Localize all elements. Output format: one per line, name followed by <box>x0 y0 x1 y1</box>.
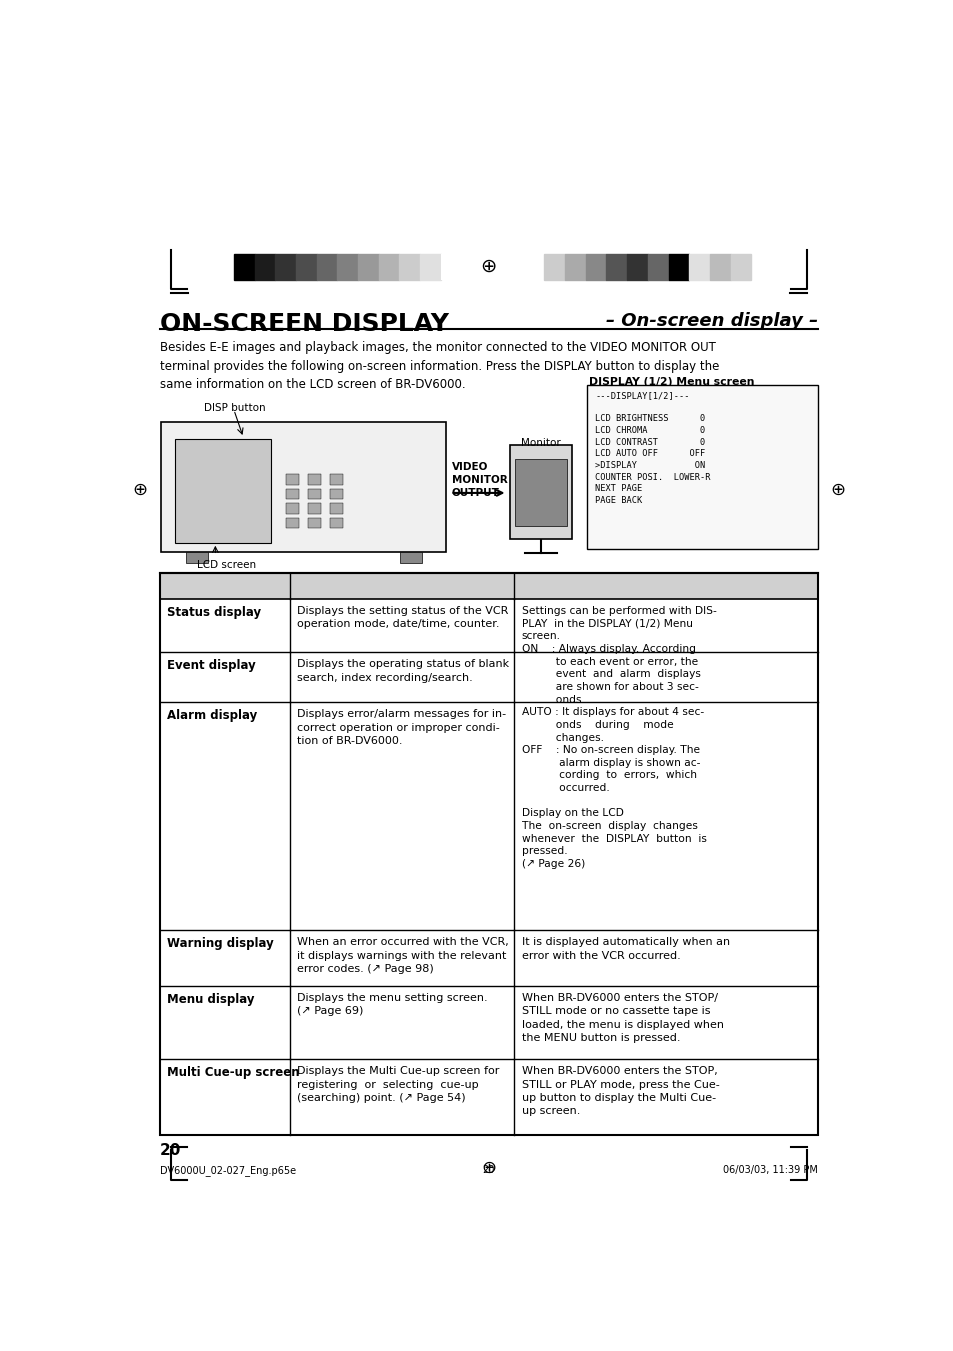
Bar <box>308 504 321 513</box>
Bar <box>647 254 668 280</box>
Bar <box>316 254 337 280</box>
Text: ---DISPLAY[1/2]---

LCD BRIGHTNESS      0
LCD CHROMA          0
LCD CONTRAST    : ---DISPLAY[1/2]--- LCD BRIGHTNESS 0 LCD … <box>595 390 710 505</box>
Bar <box>586 385 817 549</box>
Bar <box>308 517 321 528</box>
Text: Besides E-E images and playback images, the monitor connected to the VIDEO MONIT: Besides E-E images and playback images, … <box>160 340 719 390</box>
Text: Displays the menu setting screen.
(↗ Page 69): Displays the menu setting screen. (↗ Pag… <box>297 993 488 1016</box>
Bar <box>509 444 572 539</box>
Text: Settings can be performed with DIS-
PLAY  in the DISPLAY (1/2) Menu
screen.
ON  : Settings can be performed with DIS- PLAY… <box>521 607 716 869</box>
Text: Event display: Event display <box>167 659 255 673</box>
Text: ⊕: ⊕ <box>132 481 148 499</box>
Text: 20: 20 <box>160 1143 181 1158</box>
Text: Description: Description <box>362 580 441 593</box>
Text: DISPLAY (1/2) Menu screen: DISPLAY (1/2) Menu screen <box>588 377 754 388</box>
Text: DV6000U_02-027_Eng.p65e: DV6000U_02-027_Eng.p65e <box>160 1165 295 1175</box>
Bar <box>161 422 446 553</box>
Text: 20: 20 <box>482 1165 495 1175</box>
Bar <box>330 517 343 528</box>
Bar <box>730 254 751 280</box>
Bar <box>689 254 709 280</box>
Text: On-screen display: On-screen display <box>162 580 288 593</box>
Text: Displays error/alarm messages for in-
correct operation or improper condi-
tion : Displays error/alarm messages for in- co… <box>297 709 506 746</box>
Bar <box>668 254 689 280</box>
Bar <box>330 474 343 485</box>
Text: Warning display: Warning display <box>167 938 274 950</box>
Bar <box>440 254 459 280</box>
Bar <box>337 254 357 280</box>
Text: LCD screen: LCD screen <box>196 559 255 570</box>
Bar <box>285 474 298 485</box>
Text: Status display: Status display <box>167 607 261 619</box>
Text: Displays the setting status of the VCR
operation mode, date/time, counter.: Displays the setting status of the VCR o… <box>297 607 508 630</box>
Bar <box>308 474 321 485</box>
Bar <box>378 254 399 280</box>
Bar <box>160 573 817 1135</box>
Bar <box>330 489 343 499</box>
Bar <box>285 489 298 499</box>
Bar <box>160 573 817 598</box>
Bar <box>254 254 275 280</box>
Bar <box>308 489 321 499</box>
Text: ⊕: ⊕ <box>829 481 844 499</box>
Text: Menu display: Menu display <box>167 993 254 1006</box>
Bar <box>585 254 606 280</box>
Bar <box>419 254 440 280</box>
Bar <box>400 553 422 562</box>
Bar <box>606 254 626 280</box>
Text: Alarm display: Alarm display <box>167 709 257 723</box>
Bar <box>233 254 254 280</box>
Bar <box>174 439 271 543</box>
Text: VIDEO
MONITOR
OUTPUT: VIDEO MONITOR OUTPUT <box>452 462 507 499</box>
Bar <box>357 254 378 280</box>
Text: DISP button: DISP button <box>204 404 266 413</box>
Text: It is displayed automatically when an
error with the VCR occurred.: It is displayed automatically when an er… <box>521 938 729 961</box>
Bar <box>186 553 208 562</box>
Bar <box>285 517 298 528</box>
Text: ON-SCREEN DISPLAY: ON-SCREEN DISPLAY <box>160 312 449 336</box>
Bar <box>399 254 419 280</box>
Text: – On-screen display –: – On-screen display – <box>605 312 817 330</box>
Bar <box>330 504 343 513</box>
Text: Monitor: Monitor <box>520 438 560 447</box>
Bar <box>285 504 298 513</box>
Bar <box>544 254 564 280</box>
Text: When BR-DV6000 enters the STOP/
STILL mode or no cassette tape is
loaded, the me: When BR-DV6000 enters the STOP/ STILL mo… <box>521 993 723 1043</box>
Bar <box>564 254 585 280</box>
Bar <box>295 254 316 280</box>
Text: ⊕: ⊕ <box>481 1159 496 1177</box>
Text: Operation: Operation <box>631 580 700 593</box>
Text: Displays the Multi Cue-up screen for
registering  or  selecting  cue-up
(searchi: Displays the Multi Cue-up screen for reg… <box>297 1066 499 1102</box>
Text: When BR-DV6000 enters the STOP,
STILL or PLAY mode, press the Cue-
up button to : When BR-DV6000 enters the STOP, STILL or… <box>521 1066 719 1116</box>
Text: Multi Cue-up screen: Multi Cue-up screen <box>167 1066 299 1079</box>
Bar <box>275 254 295 280</box>
Text: When an error occurred with the VCR,
it displays warnings with the relevant
erro: When an error occurred with the VCR, it … <box>297 938 509 974</box>
Bar <box>515 458 567 526</box>
Text: 06/03/03, 11:39 PM: 06/03/03, 11:39 PM <box>722 1165 817 1175</box>
Bar <box>626 254 647 280</box>
Bar <box>709 254 730 280</box>
Text: ⊕: ⊕ <box>480 257 497 276</box>
Text: Displays the operating status of blank
search, index recording/search.: Displays the operating status of blank s… <box>297 659 509 682</box>
